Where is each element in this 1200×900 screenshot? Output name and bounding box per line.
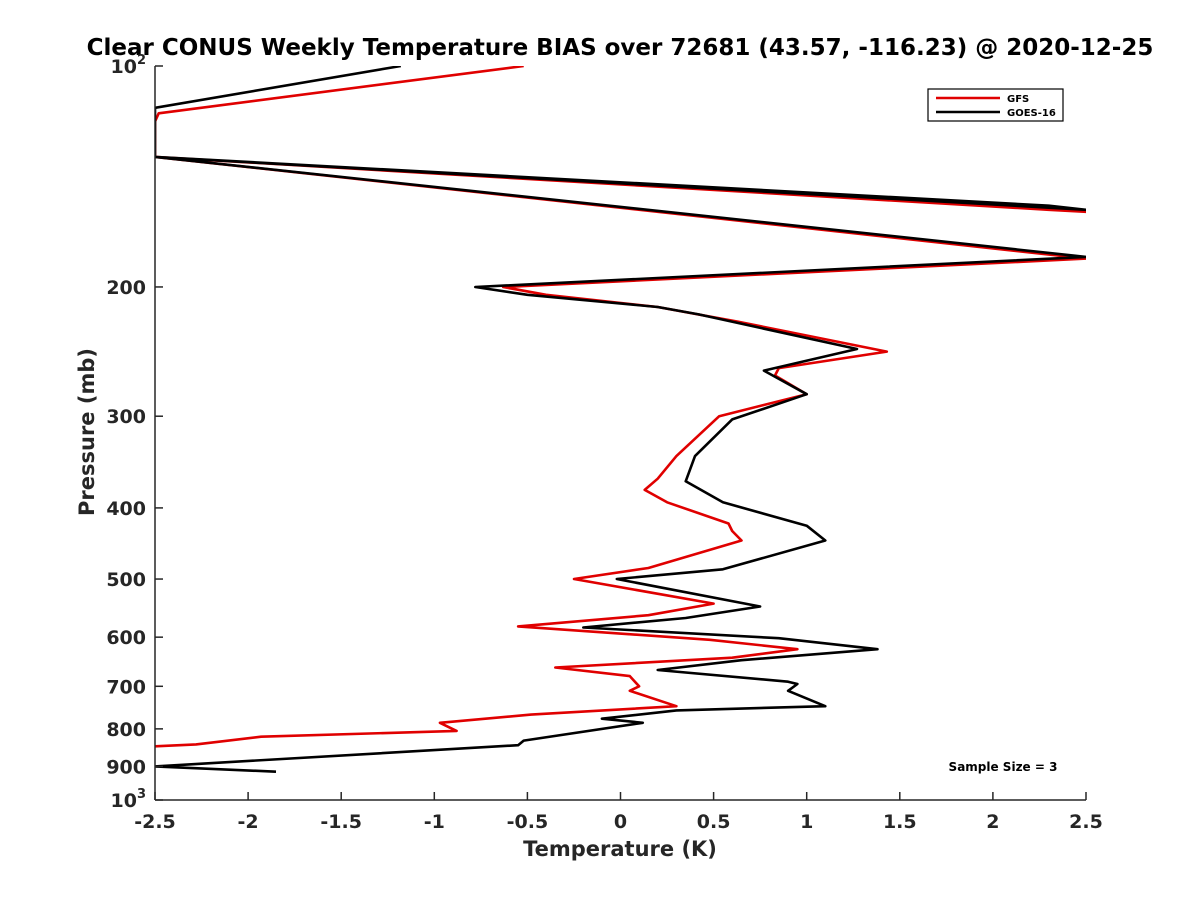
- axes: -2.5 -2 -1.5 -1 -0.5 0 0.5 1 1.5 2 2.5 102 200 300 400…: [106, 53, 1103, 833]
- x-tick-label: -1: [424, 811, 445, 833]
- y-tick-label: 102: [111, 53, 147, 78]
- x-tick-label: 1.5: [883, 811, 917, 833]
- series-line-goes-16: [155, 66, 1086, 773]
- x-tick-label: -0.5: [507, 811, 549, 833]
- x-tick-label: -1.5: [320, 811, 362, 833]
- y-tick-label: 800: [106, 719, 146, 741]
- y-tick-label: 600: [106, 627, 146, 649]
- x-tick-label: 2: [986, 811, 999, 833]
- legend-box: [927, 88, 1064, 122]
- y-tick-label: 900: [106, 756, 146, 778]
- y-tick-label: 300: [106, 406, 146, 428]
- chart-title: Clear CONUS Weekly Temperature BIAS over…: [87, 35, 1154, 61]
- y-axis-label: Pressure (mb): [75, 348, 99, 516]
- sample-size-annotation: Sample Size = 3: [949, 760, 1058, 774]
- x-tick-label: 2.5: [1069, 811, 1103, 833]
- x-tick-label: 1: [800, 811, 813, 833]
- legend: GFS GOES-16: [927, 88, 1064, 122]
- plot-area: [155, 66, 1086, 773]
- x-tick-label: 0.5: [697, 811, 731, 833]
- x-tick-label: -2: [238, 811, 259, 833]
- x-axis-label: Temperature (K): [523, 837, 717, 861]
- y-tick-label: 700: [106, 676, 146, 698]
- x-tick-label: -2.5: [134, 811, 176, 833]
- legend-label: GOES-16: [1007, 108, 1056, 119]
- y-tick-label: 103: [111, 787, 147, 812]
- y-tick-label: 200: [106, 277, 146, 299]
- y-tick-label: 400: [106, 498, 146, 520]
- legend-label: GFS: [1007, 94, 1029, 105]
- x-tick-label: 0: [614, 811, 627, 833]
- series-line-gfs: [155, 66, 1086, 748]
- y-tick-label: 500: [106, 569, 146, 591]
